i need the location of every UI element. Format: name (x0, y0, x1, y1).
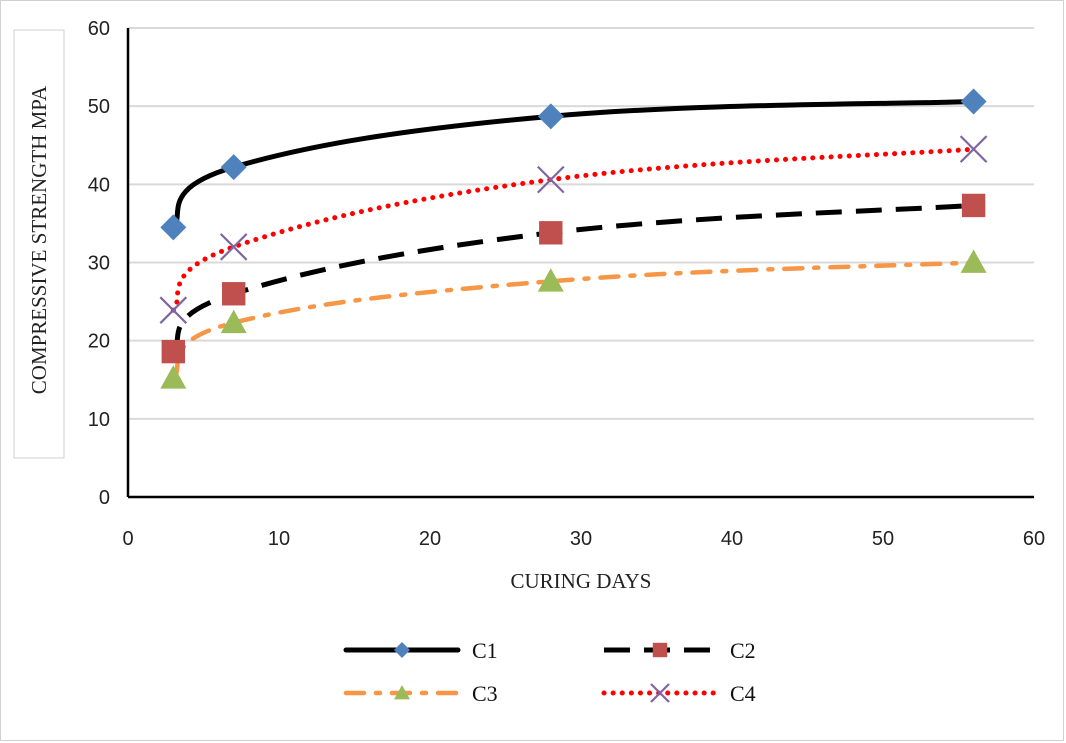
x-tick-label: 30 (570, 528, 592, 550)
legend-item-C1: C1 (343, 638, 498, 663)
series-markers (159, 88, 988, 389)
y-tick-label: 50 (88, 96, 110, 118)
legend-marker-C2 (652, 642, 668, 658)
marker-C2 (222, 282, 246, 306)
legend-marker-C3 (394, 685, 410, 700)
legend-label-C4: C4 (730, 681, 756, 706)
marker-C1 (960, 88, 987, 115)
y-tick-label: 40 (88, 174, 110, 196)
marker-C1 (537, 103, 564, 130)
legend-label-C3: C3 (472, 681, 498, 706)
tick-labels: 0 10 20 30 40 50 60 0 10 20 30 40 50 60 (88, 18, 1045, 550)
y-tick-label: 60 (88, 18, 110, 40)
x-axis-label: CURING DAYS (510, 569, 651, 593)
legend-label-C2: C2 (730, 638, 756, 663)
marker-C3 (160, 365, 187, 389)
x-tick-label: 50 (872, 528, 894, 550)
marker-C4-stroke (537, 165, 565, 194)
marker-C4-stroke (219, 233, 248, 261)
marker-C4-stroke (959, 135, 988, 163)
marker-C3 (960, 249, 987, 273)
series-line-C2 (171, 202, 974, 354)
legend-marker-C1 (394, 642, 410, 658)
x-tick-label: 10 (268, 528, 290, 550)
legend: C1 C2 C3 C4 (343, 638, 756, 706)
y-axis-label: COMPRESSIVE STRENGTH MPA (27, 85, 51, 394)
x-tick-label: 60 (1023, 528, 1045, 550)
marker-C4 (537, 165, 565, 194)
legend-label-C1: C1 (472, 638, 498, 663)
marker-C4-stroke (159, 296, 188, 324)
legend-marker-C4-stroke (650, 683, 670, 703)
marker-C2 (161, 339, 185, 364)
x-tick-label: 40 (721, 528, 743, 550)
marker-C3 (537, 268, 564, 292)
y-tick-label: 30 (88, 253, 110, 275)
series-line-C4 (170, 146, 977, 313)
legend-marker-C4 (650, 683, 670, 703)
marker-C1 (220, 154, 247, 181)
marker-C4 (219, 233, 248, 261)
legend-item-C3: C3 (343, 681, 498, 706)
y-tick-label: 10 (88, 409, 110, 431)
x-tick-label: 20 (419, 528, 441, 550)
legend-item-C2: C2 (604, 638, 756, 663)
grid-lines (128, 27, 1034, 420)
series-line-C3 (171, 260, 976, 381)
x-tick-label: 0 (122, 528, 133, 550)
series-lines (170, 98, 977, 381)
y-tick-label: 0 (99, 487, 110, 509)
marker-C1 (160, 214, 187, 241)
axes (126, 28, 1034, 499)
marker-C4 (159, 296, 188, 324)
marker-C4 (959, 135, 988, 163)
y-axis-label-box (13, 29, 65, 459)
marker-C3 (220, 309, 247, 334)
marker-C2 (539, 221, 563, 245)
marker-C2 (961, 193, 986, 218)
legend-item-C4: C4 (601, 681, 756, 706)
series-line-C1 (170, 98, 977, 230)
y-tick-label: 20 (88, 331, 110, 353)
